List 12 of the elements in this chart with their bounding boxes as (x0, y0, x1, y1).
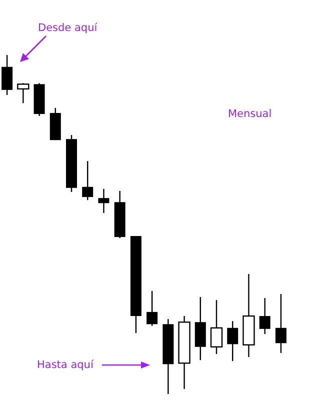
candlestick (227, 320, 238, 362)
text: Desde aquí (38, 22, 98, 34)
candlestick (146, 290, 158, 326)
candlestick (17, 82, 30, 104)
candlestick (98, 188, 110, 214)
candlestick (259, 297, 270, 335)
candlestick (82, 160, 94, 201)
annotation: Hasta aquí (37, 359, 94, 371)
candlestick (2, 54, 13, 96)
annotation: Mensual (228, 108, 272, 120)
candlestick (275, 293, 286, 354)
candlestick (210, 299, 223, 355)
